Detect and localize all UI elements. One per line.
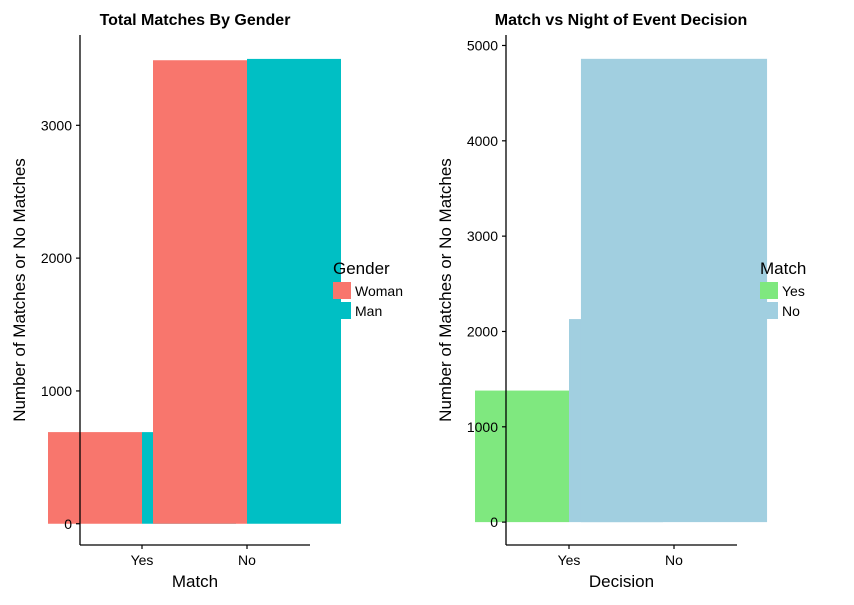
legend-title: Gender — [333, 259, 390, 278]
y-tick-label: 4000 — [467, 133, 498, 149]
chart-panel-1: Total Matches By Gender 0 1000 2000 3000 Yes N… — [10, 12, 403, 591]
x-axis-label: Decision — [589, 572, 654, 591]
x-tick-label: No — [665, 552, 683, 568]
y-tick-label: 5000 — [467, 37, 498, 53]
y-tick-label: 0 — [64, 516, 72, 532]
bar-no-woman — [153, 60, 247, 524]
y-tick-label: 0 — [490, 514, 498, 530]
y-tick-label: 1000 — [467, 419, 498, 435]
bar-yes-woman — [48, 432, 142, 524]
x-axis-label: Match — [172, 572, 218, 591]
chart-panel-2: Match vs Night of Event Decision 0 1000 200… — [436, 12, 806, 591]
y-tick-label: 2000 — [41, 250, 72, 266]
legend-title: Match — [760, 259, 806, 278]
x-tick-label: Yes — [558, 552, 581, 568]
legend-label-no: No — [782, 303, 800, 319]
bar-no-man — [247, 58, 341, 524]
bar-yes-yes — [475, 390, 569, 523]
legend-label-woman: Woman — [355, 283, 403, 299]
y-axis-label: Number of Matches or No Matches — [436, 158, 455, 422]
chart-title: Total Matches By Gender — [100, 12, 291, 29]
chart-title: Match vs Night of Event Decision — [495, 12, 747, 29]
x-tick-label: Yes — [131, 552, 154, 568]
bar-no-no — [580, 58, 768, 523]
legend-swatch-man — [333, 302, 351, 319]
x-tick-label: No — [238, 552, 256, 568]
legend: Gender Woman Man — [333, 259, 403, 319]
y-tick-label: 3000 — [41, 117, 72, 133]
y-axis-label: Number of Matches or No Matches — [10, 158, 29, 422]
legend-swatch-woman — [333, 282, 351, 299]
y-tick-label: 2000 — [467, 323, 498, 339]
legend-label-yes: Yes — [782, 283, 805, 299]
legend: Match Yes No — [760, 259, 806, 319]
y-tick-label: 3000 — [467, 228, 498, 244]
legend-swatch-no — [760, 302, 778, 319]
legend-label-man: Man — [355, 303, 382, 319]
y-tick-label: 1000 — [41, 383, 72, 399]
legend-swatch-yes — [760, 282, 778, 299]
